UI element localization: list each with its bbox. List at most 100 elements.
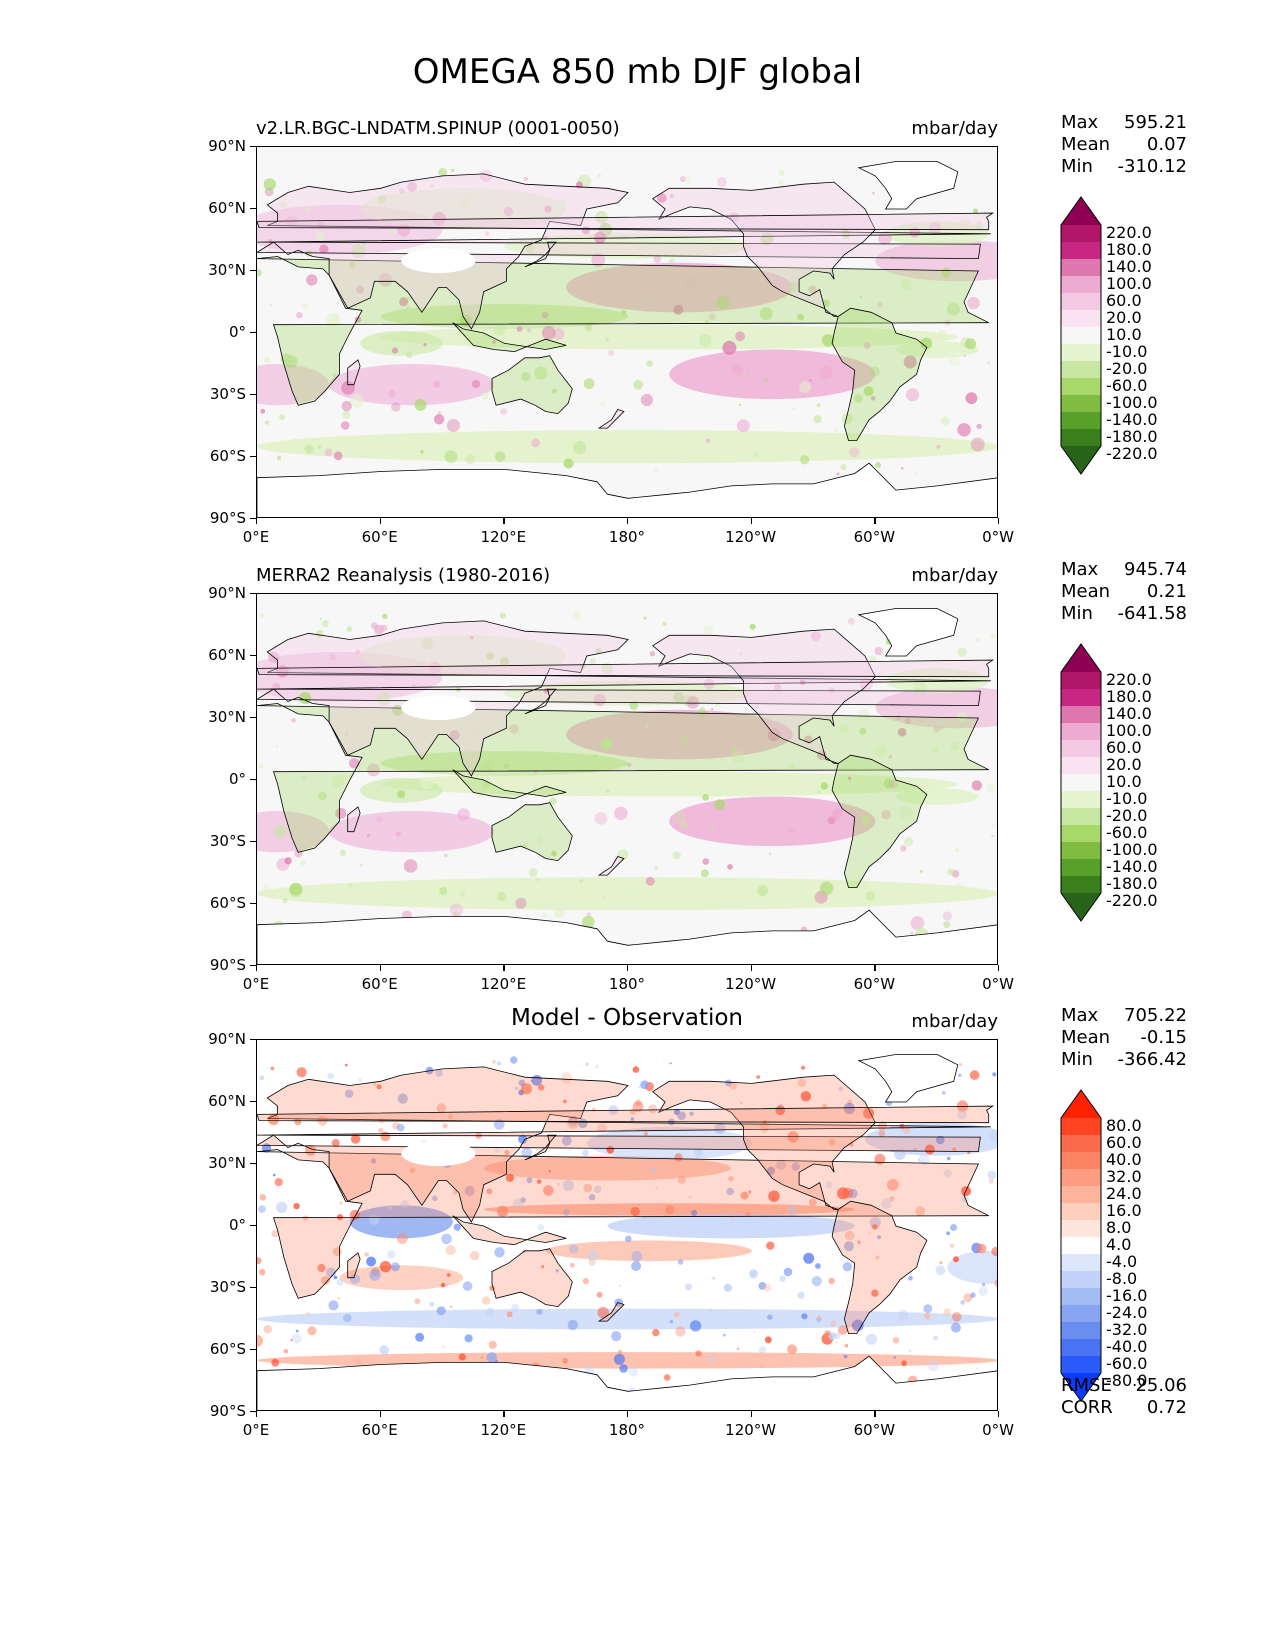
field-speckle (870, 396, 876, 401)
field-speckle (318, 791, 327, 801)
colorbar-segment (1061, 740, 1101, 758)
coastline-uk (257, 1105, 995, 1124)
field-speckle (958, 219, 971, 233)
field-speckle (351, 244, 366, 259)
field-speckle (694, 1148, 704, 1158)
y-tick-mark (250, 1225, 256, 1227)
colorbar-segment (1061, 1118, 1101, 1136)
colorbar-label: 140.0 (1106, 257, 1152, 276)
field-region (257, 811, 330, 853)
field-speckle (729, 1081, 737, 1090)
field-speckle (453, 1223, 461, 1231)
y-tick-mark (250, 456, 256, 458)
coastline-nz (597, 856, 625, 876)
x-tick-mark (874, 965, 876, 971)
field-speckle (803, 1252, 815, 1264)
field-speckle (648, 1104, 658, 1114)
field-speckle (863, 1107, 875, 1119)
colorbar-extend-max (1061, 1090, 1101, 1118)
x-tick-mark (998, 1411, 1000, 1417)
field-speckle (563, 458, 574, 469)
field-speckle (936, 444, 941, 450)
field-speckle (426, 311, 429, 314)
field-speckle (291, 1333, 302, 1344)
field-speckle (462, 1281, 473, 1291)
field-speckle (952, 1147, 957, 1152)
field-speckle (332, 775, 345, 788)
field-speckle (341, 400, 352, 412)
field-speckle (499, 612, 506, 619)
colorbar-outline (1060, 196, 1102, 475)
stat-min: Min -310.12 (1061, 156, 1187, 178)
field-speckle (900, 845, 907, 852)
field-speckle (279, 201, 287, 209)
field-speckle (759, 307, 773, 321)
field-speckle (382, 613, 388, 620)
field-speckle (464, 1334, 473, 1343)
field-speckle (950, 1322, 961, 1333)
field-speckle (621, 310, 627, 315)
colorbar-segment (1061, 327, 1101, 345)
field-speckle (421, 637, 433, 650)
field-speckle (643, 1131, 648, 1136)
field-speckle (633, 379, 644, 390)
field-speckle (332, 373, 336, 377)
colorbar-label: -20.0 (1106, 359, 1148, 378)
field-speckle (360, 863, 363, 867)
field-speckle (699, 334, 712, 347)
y-tick-mark (250, 270, 256, 272)
field-speckle (986, 783, 997, 794)
field-speckle (749, 623, 756, 630)
colorbar-segment (1061, 1322, 1101, 1340)
colorbar-label: 20.0 (1106, 755, 1142, 774)
field-speckle (965, 392, 978, 405)
colorbar-segment (1061, 1271, 1101, 1289)
coastline-greenland (857, 1054, 959, 1103)
field-speckle (279, 414, 285, 420)
field-speckle (760, 232, 774, 246)
colorbar-extend-min (1061, 1373, 1101, 1401)
field-speckle (442, 1345, 445, 1348)
field-speckle (672, 851, 681, 860)
y-tick-mark (250, 332, 256, 334)
field-speckle (369, 1269, 381, 1281)
y-tick-mark (250, 208, 256, 210)
y-tick-label: 60°N (208, 1092, 246, 1110)
field-speckle (560, 1072, 573, 1084)
field-speckle (494, 1147, 500, 1153)
field-speckle (274, 825, 287, 838)
field-speckle (877, 301, 883, 308)
field-speckle (429, 1301, 435, 1307)
field-speckle (951, 1312, 962, 1322)
map-svg (257, 147, 997, 517)
y-tick-label: 60°S (209, 1340, 246, 1358)
field-speckle (586, 912, 591, 917)
field-speckle (595, 1064, 599, 1069)
colorbar-segment (1061, 361, 1101, 379)
field-speckle (987, 1170, 997, 1180)
x-tick-mark (627, 1411, 629, 1417)
y-tick-label: 30°N (208, 708, 246, 726)
field-speckle (728, 1176, 734, 1182)
field-region (329, 811, 495, 853)
field-speckle (910, 931, 914, 935)
field-speckle (869, 1216, 881, 1229)
field-speckle (406, 306, 410, 310)
field-speckle (827, 816, 836, 825)
field-speckle (932, 746, 939, 753)
coastline-japan (524, 688, 557, 715)
field-speckle (350, 394, 364, 408)
field-speckle (458, 1353, 466, 1361)
colorbar-label: -16.0 (1106, 1286, 1148, 1305)
field-speckle (391, 229, 397, 236)
field-speckle (740, 1191, 749, 1200)
colorbar-label: -8.0 (1106, 1269, 1138, 1288)
field-speckle (711, 708, 714, 711)
field-speckle (449, 903, 464, 917)
field-speckle (653, 295, 656, 299)
field-speckle (649, 651, 656, 657)
field-speckle (883, 778, 894, 789)
field-speckle (627, 762, 632, 767)
field-speckle (797, 1291, 805, 1299)
field-speckle (372, 1082, 377, 1086)
